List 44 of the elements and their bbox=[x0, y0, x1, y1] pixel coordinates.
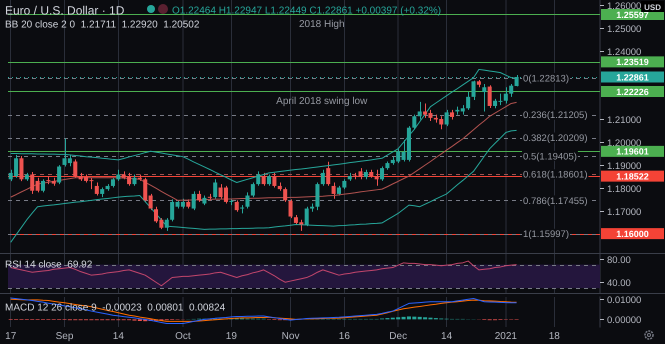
y-tick-label: 1.20000 bbox=[607, 138, 642, 149]
y-tick-label: 0.01000 bbox=[607, 294, 642, 306]
x-tick-label: 17 bbox=[5, 330, 17, 342]
ref-line-label: 1.25597 bbox=[616, 10, 649, 20]
y-tick-label: 80.00 bbox=[607, 254, 631, 266]
ref-line-label: 1(1.15997) bbox=[523, 229, 569, 240]
chart-title: Euro / U.S. Dollar · 1D bbox=[5, 3, 125, 18]
y-tick-label: 1.19000 bbox=[607, 160, 642, 172]
ref-line-label: 0.382(1.20209) bbox=[523, 132, 588, 144]
x-tick-label: Dec bbox=[389, 330, 408, 342]
annotation: April 2018 swing low bbox=[276, 96, 368, 108]
text: USD bbox=[644, 2, 662, 12]
y-tick-label: 0.00000 bbox=[607, 314, 642, 326]
x-tick-label: 2021 bbox=[494, 330, 518, 342]
y-tick-label: 1.18000 bbox=[607, 184, 642, 195]
x-tick-label: 18 bbox=[548, 330, 560, 342]
y-tick-label: 1.26000 bbox=[607, 0, 642, 12]
y-tick-label: 1.17000 bbox=[607, 206, 642, 218]
ref-line-label: 1.16000 bbox=[616, 228, 649, 239]
ref-line-label: 0.618(1.18601) bbox=[523, 170, 588, 181]
x-tick-label: 19 bbox=[226, 330, 238, 342]
y-tick-label: 1.24000 bbox=[607, 46, 642, 58]
ref-line-label: 1.22861 bbox=[616, 72, 649, 82]
x-tick-label: Sep bbox=[56, 330, 74, 342]
annotation: 2018 High bbox=[298, 19, 345, 30]
ref-line-label: 0.236(1.21205) bbox=[523, 110, 588, 122]
x-tick-label: Nov bbox=[282, 330, 300, 342]
annotation: BB 20 close 2 0 1.21711 1.22920 1.20502 bbox=[5, 20, 200, 31]
x-tick-label: Oct bbox=[175, 330, 191, 342]
ref-line-label: 1.22226 bbox=[616, 86, 649, 97]
y-tick-label: 1.25000 bbox=[607, 24, 642, 35]
ref-line-label: 0.5(1.19405) bbox=[523, 151, 577, 162]
ref-line-label: 1.18522 bbox=[616, 171, 649, 182]
x-tick-label: 14 bbox=[112, 330, 124, 342]
ref-line-label: 1.23519 bbox=[616, 57, 649, 68]
y-tick-label: 1.21000 bbox=[607, 114, 642, 126]
annotation: RSI 14 close 69.92 bbox=[5, 260, 93, 271]
x-tick-label: 16 bbox=[338, 330, 350, 342]
x-tick-label: 14 bbox=[441, 330, 453, 342]
ref-line-label: 0.786(1.17455) bbox=[523, 196, 588, 207]
ref-line-label: 1.19601 bbox=[616, 146, 649, 157]
text: O1.22464 H1.22947 L1.22449 C1.22861 +0.00397 (+0.32%) bbox=[172, 6, 442, 17]
ref-line-label: 0(1.22813) bbox=[523, 73, 569, 84]
y-tick-label: 40.00 bbox=[607, 278, 631, 289]
